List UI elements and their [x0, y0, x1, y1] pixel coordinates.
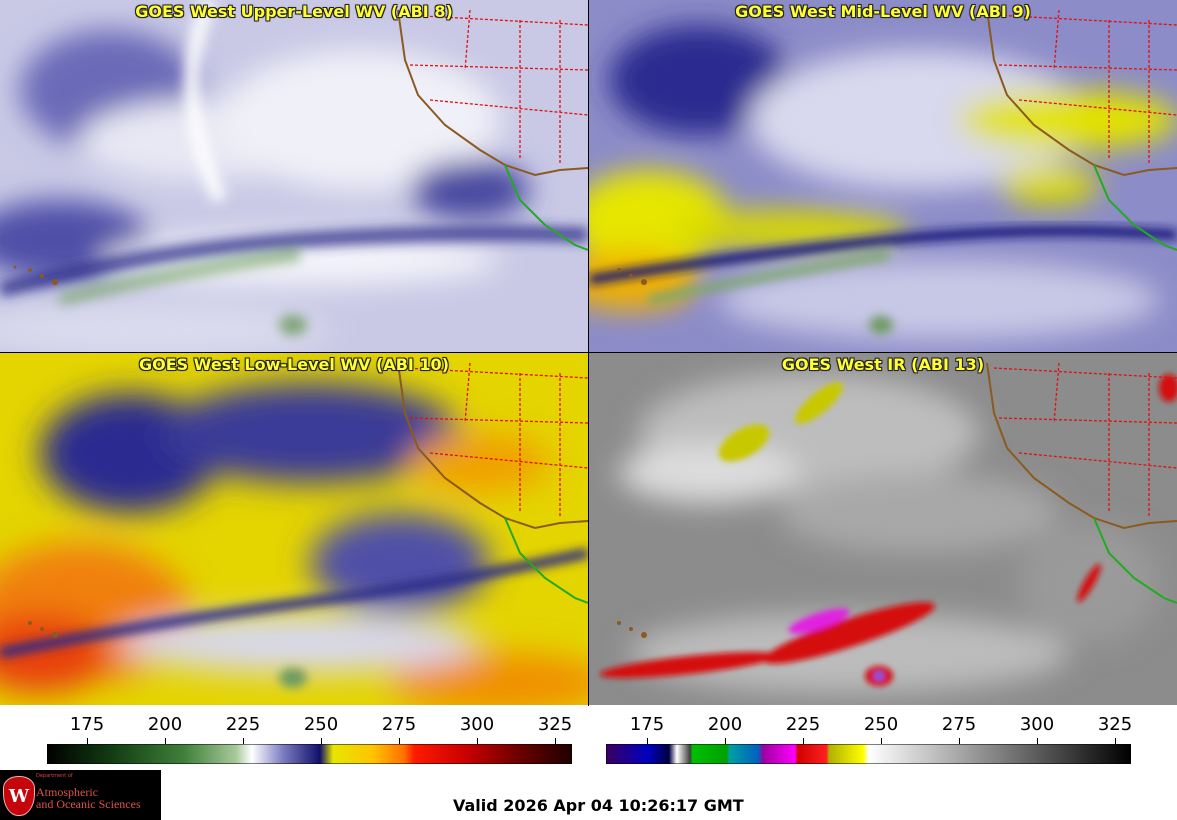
panel-divider-horizontal [0, 352, 1177, 353]
uw-crest-icon: W [3, 776, 35, 816]
valid-time-label: Valid 2026 Apr 04 10:26:17 GMT [453, 796, 744, 815]
colorbar-tick-mark [1037, 738, 1038, 744]
logo-line-2: and Oceanic Sciences [36, 797, 141, 811]
panel-divider-vertical [588, 0, 589, 706]
uw-aos-logo: W Department of Atmospheric and Oceanic … [0, 770, 161, 820]
colorbar-tick-mark [1115, 738, 1116, 744]
colorbar-tick-mark [881, 738, 882, 744]
upper-level-wv-image [0, 0, 588, 352]
colorbar-tick-mark [87, 738, 88, 744]
colorbar-tick-label: 325 [537, 714, 573, 735]
colorbar-tick-mark [803, 738, 804, 744]
logo-department-text: Department of [36, 773, 73, 779]
colorbar-tick-label: 325 [1097, 714, 1133, 735]
ir-colorbar [606, 744, 1131, 764]
colorbar-tick-mark [399, 738, 400, 744]
colorbar-tick-label: 225 [785, 714, 821, 735]
colorbar-tick-label: 225 [225, 714, 261, 735]
colorbar-tick-mark [725, 738, 726, 744]
colorbar-tick-label: 300 [459, 714, 495, 735]
low-level-wv-panel: GOES West Low-Level WV (ABI 10) [0, 353, 588, 705]
colorbar-tick-mark [321, 738, 322, 744]
colorbar-tick-label: 300 [1019, 714, 1055, 735]
colorbar-tick-mark [647, 738, 648, 744]
colorbar-tick-mark [555, 738, 556, 744]
colorbar-tick-label: 250 [303, 714, 339, 735]
colorbar-tick-label: 200 [707, 714, 743, 735]
colorbar-tick-label: 200 [147, 714, 183, 735]
colorbar-tick-mark [959, 738, 960, 744]
upper-level-wv-panel: GOES West Upper-Level WV (ABI 8) [0, 0, 588, 352]
colorbar-tick-mark [165, 738, 166, 744]
colorbar-tick-label: 275 [941, 714, 977, 735]
colorbar-tick-label: 175 [629, 714, 665, 735]
infrared-panel: GOES West IR (ABI 13) [589, 353, 1177, 705]
colorbar-tick-label: 175 [69, 714, 105, 735]
colorbar-tick-label: 250 [863, 714, 899, 735]
panel-title: GOES West Mid-Level WV (ABI 9) [735, 2, 1031, 21]
infrared-image [589, 353, 1177, 705]
colorbar-tick-mark [243, 738, 244, 744]
panel-title: GOES West Upper-Level WV (ABI 8) [135, 2, 453, 21]
panel-title: GOES West Low-Level WV (ABI 10) [138, 355, 449, 374]
mid-level-wv-image [589, 0, 1177, 352]
wv-colorbar [47, 744, 572, 764]
mid-level-wv-panel: GOES West Mid-Level WV (ABI 9) [589, 0, 1177, 352]
logo-line-1: Atmospheric [36, 785, 98, 799]
low-level-wv-image [0, 353, 588, 705]
panel-title: GOES West IR (ABI 13) [781, 355, 985, 374]
colorbar-tick-mark [477, 738, 478, 744]
colorbar-tick-label: 275 [381, 714, 417, 735]
